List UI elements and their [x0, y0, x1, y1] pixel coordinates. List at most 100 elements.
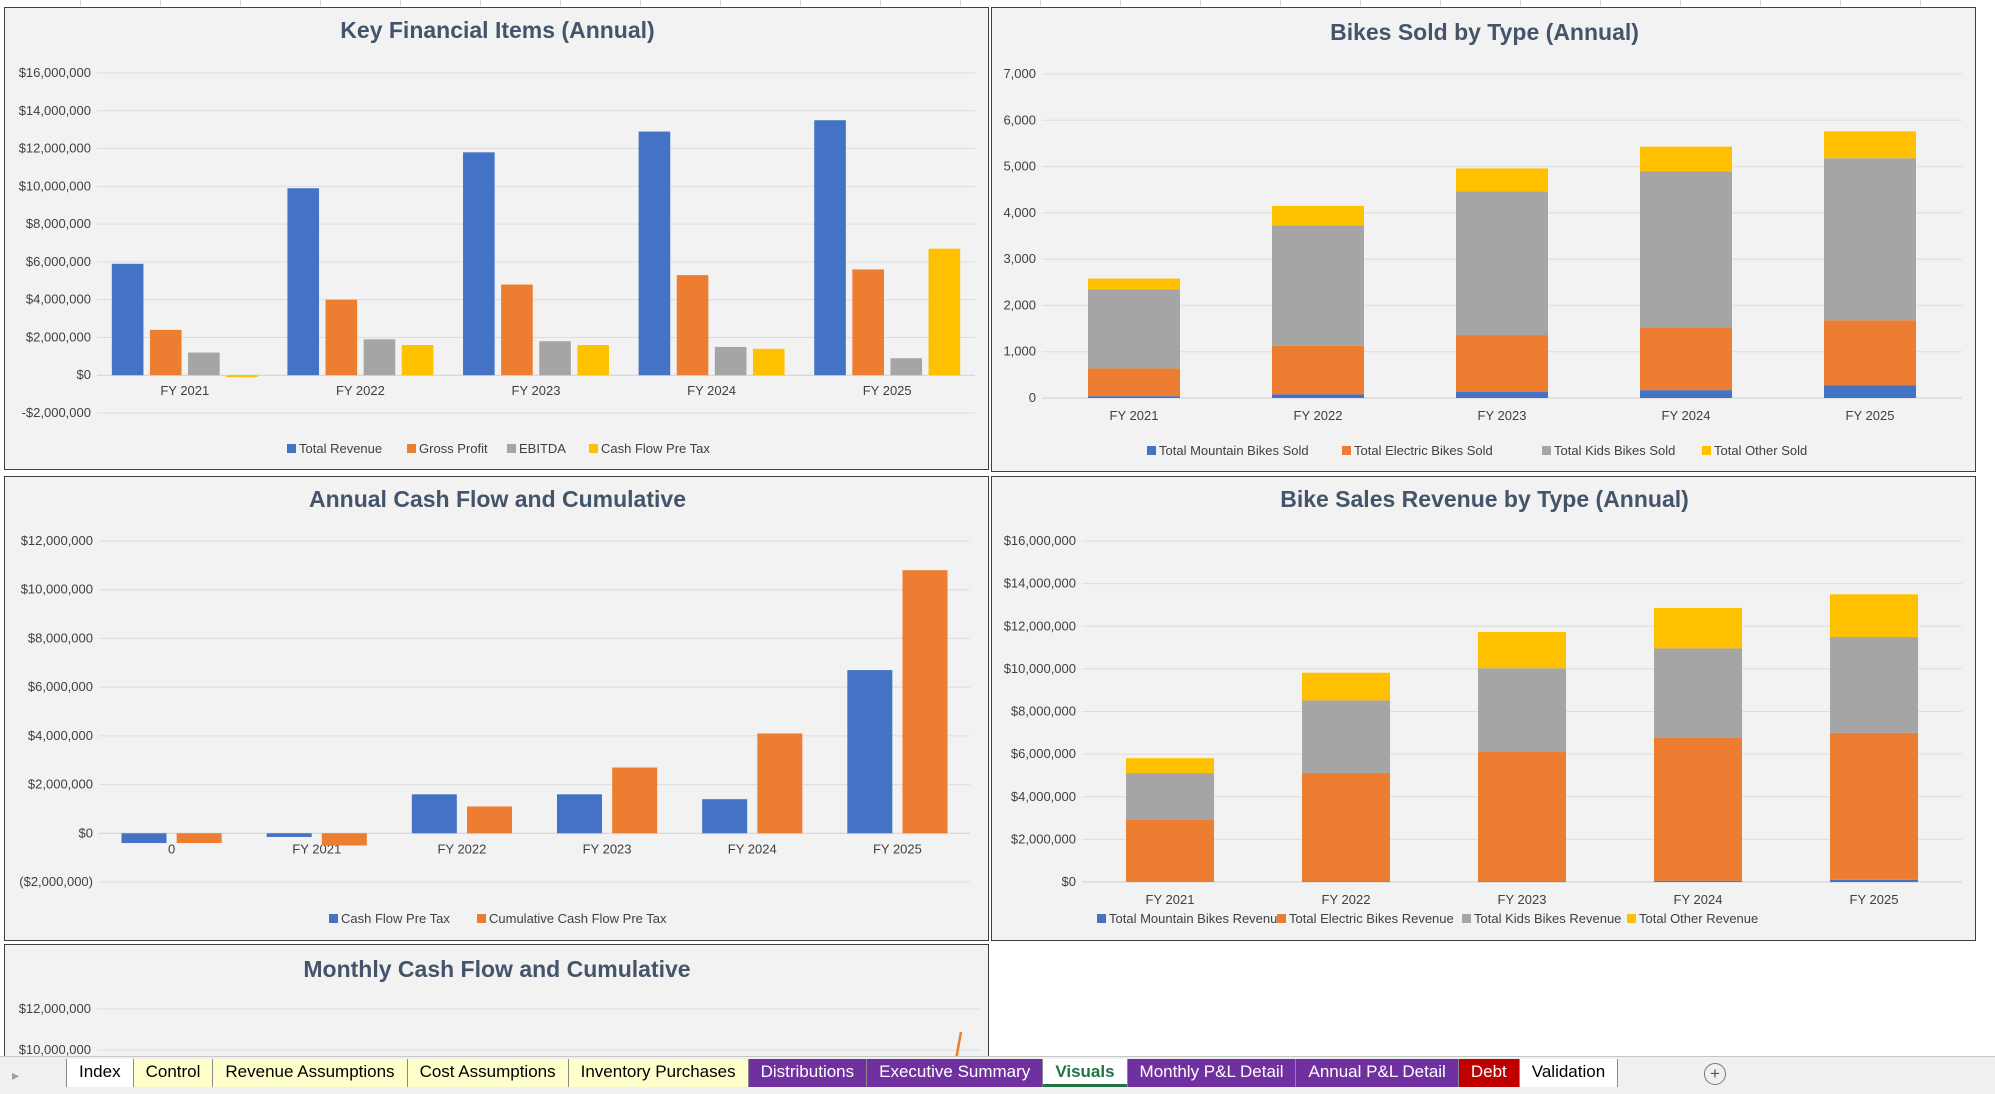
- bar: [612, 767, 658, 834]
- bar: [890, 358, 923, 376]
- sheet-tab[interactable]: Annual P&L Detail: [1295, 1059, 1458, 1087]
- sheet-tab[interactable]: Executive Summary: [866, 1059, 1043, 1087]
- sheet-tabs: Index Control Revenue Assumptions Cost Assu…: [66, 1059, 1619, 1089]
- bar: [1654, 648, 1742, 738]
- legend-swatch: [1462, 914, 1471, 923]
- sheet-tab[interactable]: Visuals: [1042, 1059, 1127, 1087]
- sheet-tab[interactable]: Index: [66, 1059, 133, 1087]
- y-tick-label: $12,000,000: [21, 533, 93, 548]
- y-tick-label: $4,000,000: [1011, 789, 1076, 804]
- y-tick-label: $12,000,000: [19, 141, 91, 156]
- bar: [757, 733, 803, 834]
- chart-bikes-sold-by-type[interactable]: Bikes Sold by Type (Annual) 0 1,000 2,000 3,…: [991, 7, 1976, 472]
- legend-swatch: [329, 914, 338, 923]
- sheet-tab[interactable]: Revenue Assumptions: [212, 1059, 407, 1087]
- bar: [852, 269, 884, 376]
- sheet-tab[interactable]: Inventory Purchases: [567, 1059, 748, 1087]
- y-tick-label: 4,000: [1003, 205, 1036, 220]
- chart-key-financial-items[interactable]: Key Financial Items (Annual) -$2,000,000 $…: [4, 7, 989, 470]
- bar: [814, 120, 846, 376]
- y-tick-label: $4,000,000: [26, 292, 91, 307]
- sheet-tab[interactable]: Validation: [1518, 1059, 1619, 1087]
- x-tick-label: FY 2023: [1498, 892, 1547, 907]
- x-tick-label: FY 2021: [1110, 408, 1159, 423]
- bar: [1302, 700, 1390, 773]
- y-tick-label: 6,000: [1003, 112, 1036, 127]
- x-tick-label: FY 2023: [512, 383, 561, 398]
- bar: [1654, 880, 1742, 882]
- bar: [1824, 131, 1916, 159]
- sheet-tab[interactable]: Distributions: [747, 1059, 867, 1087]
- bar: [1456, 168, 1548, 192]
- sheet-tab-bar: ▸ Index Control Revenue Assumptions Cost As…: [0, 1056, 1995, 1094]
- bar: [188, 352, 220, 376]
- sheet-tab[interactable]: Debt: [1457, 1059, 1519, 1087]
- bar: [466, 806, 512, 834]
- y-tick-label: 1,000: [1003, 344, 1036, 359]
- chart-svg: Monthly Cash Flow and Cumulative $12,000,…: [19, 956, 980, 1063]
- column-divider: [1120, 0, 1121, 6]
- legend-label: Total Kids Bikes Revenue: [1474, 911, 1621, 926]
- triangle-right-icon[interactable]: ▸: [12, 1067, 20, 1083]
- column-divider: [1520, 0, 1521, 6]
- bar: [1272, 394, 1364, 398]
- y-tick-label: $12,000,000: [1004, 618, 1076, 633]
- bar: [1640, 146, 1732, 172]
- sheet-tab[interactable]: Cost Assumptions: [406, 1059, 568, 1087]
- x-tick-label: FY 2021: [1146, 892, 1195, 907]
- column-divider: [960, 0, 961, 6]
- chart-annual-cash-flow[interactable]: Annual Cash Flow and Cumulative ($2,000,0…: [4, 476, 989, 941]
- bar: [176, 833, 222, 844]
- column-divider: [1600, 0, 1601, 6]
- y-tick-label: $2,000,000: [1011, 831, 1076, 846]
- chart-bike-sales-revenue[interactable]: Bike Sales Revenue by Type (Annual) $0 $2,…: [991, 476, 1976, 941]
- y-tick-label: $0: [77, 367, 91, 382]
- chart-svg: Annual Cash Flow and Cumulative ($2,000,0…: [19, 486, 970, 926]
- x-tick-label: FY 2021: [160, 383, 209, 398]
- y-tick-label: $10,000,000: [21, 582, 93, 597]
- y-tick-label: ($2,000,000): [19, 874, 93, 889]
- legend-swatch: [1147, 446, 1156, 455]
- bar: [702, 799, 748, 834]
- y-tick-label: $8,000,000: [1011, 704, 1076, 719]
- column-divider: [1840, 0, 1841, 6]
- column-divider: [480, 0, 481, 6]
- bar: [1824, 320, 1916, 386]
- sheet-tab[interactable]: Control: [132, 1059, 213, 1087]
- bar: [638, 131, 671, 376]
- column-divider: [240, 0, 241, 6]
- x-tick-label: FY 2022: [336, 383, 385, 398]
- legend-swatch: [507, 444, 516, 453]
- chart-title: Annual Cash Flow and Cumulative: [309, 486, 686, 512]
- x-tick-label: FY 2024: [1662, 408, 1711, 423]
- y-tick-label: $0: [79, 825, 93, 840]
- bar: [321, 833, 367, 846]
- plus-circle-icon[interactable]: +: [1704, 1063, 1726, 1085]
- bar: [1824, 158, 1916, 321]
- chart-monthly-cash-flow[interactable]: Monthly Cash Flow and Cumulative $12,000,…: [4, 944, 989, 1064]
- column-divider: [1040, 0, 1041, 6]
- y-tick-label: $16,000,000: [19, 65, 91, 80]
- bar: [928, 248, 961, 376]
- sheet-tab[interactable]: Monthly P&L Detail: [1126, 1059, 1296, 1087]
- bar: [149, 329, 182, 376]
- y-tick-label: -$2,000,000: [22, 405, 91, 420]
- bar: [714, 346, 747, 376]
- column-divider: [320, 0, 321, 6]
- legend-swatch: [477, 914, 486, 923]
- y-tick-label: $6,000,000: [26, 254, 91, 269]
- bar: [1126, 758, 1214, 774]
- x-tick-label: FY 2025: [1850, 892, 1899, 907]
- column-divider: [1360, 0, 1361, 6]
- y-tick-label: 2,000: [1003, 297, 1036, 312]
- bar: [287, 188, 320, 376]
- bar: [577, 345, 609, 376]
- chart-svg: Bike Sales Revenue by Type (Annual) $0 $2,…: [1004, 486, 1962, 926]
- legend-label: Total Kids Bikes Sold: [1554, 443, 1675, 458]
- legend-label: Total Electric Bikes Sold: [1354, 443, 1493, 458]
- x-tick-label: FY 2022: [437, 841, 486, 856]
- legend-label: Total Other Revenue: [1639, 911, 1758, 926]
- bar: [1456, 335, 1548, 392]
- bar: [1654, 737, 1742, 881]
- bar: [463, 152, 495, 376]
